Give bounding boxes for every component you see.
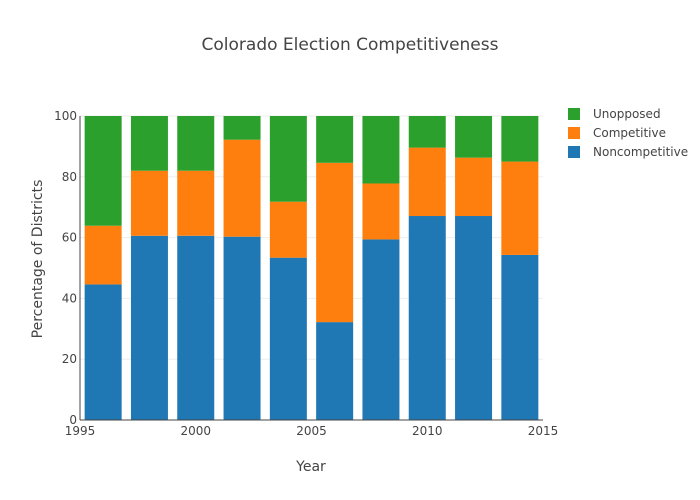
x-tick-label: 2000 (180, 424, 211, 438)
bar-competitive-2004 (269, 201, 307, 258)
bar-noncompetitive-1996 (84, 284, 122, 420)
bar-noncompetitive-1998 (130, 235, 168, 420)
chart-title: Colorado Election Competitiveness (202, 35, 499, 55)
bar-unopposed-2002 (223, 116, 261, 140)
x-tick-label: 1995 (65, 424, 96, 438)
axes (79, 116, 543, 421)
bar-unopposed-2008 (362, 116, 400, 184)
legend-label-noncompetitive: Noncompetitive (593, 145, 688, 159)
legend-swatch-competitive (568, 127, 580, 139)
bar-unopposed-1996 (84, 116, 122, 226)
y-tick-label: 60 (62, 231, 77, 245)
y-tick-label: 0 (69, 413, 77, 427)
legend-swatch-noncompetitive (568, 146, 580, 158)
bar-unopposed-2012 (455, 116, 493, 158)
x-tick-labels: 1995 2000 2005 2010 2015 (65, 424, 559, 438)
bar-unopposed-2014 (501, 116, 539, 162)
bar-unopposed-2006 (316, 116, 354, 163)
bar-competitive-1996 (84, 225, 122, 285)
bar-unopposed-2004 (269, 116, 307, 202)
bar-unopposed-2000 (177, 116, 215, 171)
bars (84, 116, 539, 420)
y-tick-label: 80 (62, 170, 77, 184)
bar-noncompetitive-2002 (223, 236, 261, 420)
legend-label-competitive: Competitive (593, 126, 666, 140)
y-axis-label: Percentage of Districts (30, 180, 46, 339)
x-axis-label: Year (295, 459, 326, 475)
bar-competitive-2010 (408, 147, 446, 217)
x-tick-label: 2010 (412, 424, 443, 438)
legend: Unopposed Competitive Noncompetitive (568, 107, 688, 159)
bar-noncompetitive-2014 (501, 254, 539, 420)
bar-noncompetitive-2010 (408, 216, 446, 420)
legend-label-unopposed: Unopposed (593, 107, 661, 121)
bar-competitive-2012 (455, 157, 493, 217)
x-tick-label: 2015 (528, 424, 559, 438)
y-tick-label: 100 (54, 109, 77, 123)
bar-competitive-2002 (223, 139, 261, 237)
y-tick-labels: 0 20 40 60 80 100 (54, 109, 77, 427)
legend-swatch-unopposed (568, 108, 580, 120)
bar-noncompetitive-2004 (269, 257, 307, 420)
bar-competitive-1998 (130, 170, 168, 236)
bar-unopposed-2010 (408, 116, 446, 148)
x-tick-label: 2005 (296, 424, 327, 438)
bar-competitive-2014 (501, 161, 539, 255)
bar-competitive-2006 (316, 162, 354, 323)
bar-competitive-2000 (177, 170, 215, 236)
y-tick-label: 40 (62, 291, 77, 305)
bar-unopposed-1998 (130, 116, 168, 171)
y-tick-label: 20 (62, 352, 77, 366)
bar-competitive-2008 (362, 183, 400, 240)
bar-noncompetitive-2006 (316, 322, 354, 420)
bar-noncompetitive-2000 (177, 235, 215, 420)
bar-noncompetitive-2008 (362, 239, 400, 420)
bar-noncompetitive-2012 (455, 216, 493, 420)
